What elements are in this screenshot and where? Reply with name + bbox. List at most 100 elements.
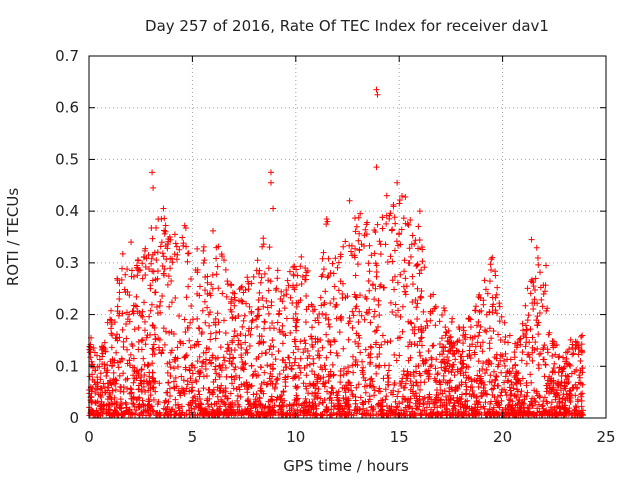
data-point (520, 404, 527, 411)
data-point (447, 396, 454, 403)
data-point (111, 380, 118, 387)
data-point (457, 368, 464, 375)
data-point (493, 373, 500, 380)
data-point (542, 288, 549, 295)
data-point (407, 378, 414, 385)
data-point (145, 410, 152, 417)
data-point (468, 375, 475, 382)
data-point (389, 226, 396, 233)
data-point (142, 264, 149, 271)
data-point (159, 263, 166, 270)
data-point (466, 347, 473, 354)
data-point (406, 339, 413, 346)
data-point (352, 293, 359, 300)
data-point (327, 300, 334, 307)
data-point (383, 220, 390, 227)
data-point (298, 281, 305, 288)
data-point (576, 379, 583, 386)
data-point (393, 411, 400, 418)
data-point (383, 212, 390, 219)
data-point (578, 333, 585, 340)
data-point (150, 377, 157, 384)
data-point (138, 366, 145, 373)
data-point (428, 354, 435, 361)
data-point (157, 298, 164, 305)
data-point (247, 331, 254, 338)
data-point (368, 344, 375, 351)
data-point (498, 386, 505, 393)
data-point (292, 373, 299, 380)
data-point (409, 411, 416, 418)
data-point (272, 356, 279, 363)
data-point (252, 396, 259, 403)
data-point (556, 353, 563, 360)
data-point (394, 279, 401, 286)
data-point (470, 391, 477, 398)
data-point (541, 394, 548, 401)
data-point (223, 408, 230, 415)
data-point (178, 373, 185, 380)
data-point (550, 379, 557, 386)
data-point (427, 308, 434, 315)
data-point (473, 395, 480, 402)
data-point (302, 264, 309, 271)
data-point (135, 324, 142, 331)
data-point (286, 411, 293, 418)
data-point (276, 310, 283, 317)
data-point (271, 325, 277, 332)
data-point (387, 299, 394, 306)
data-point (194, 412, 201, 419)
data-point (272, 380, 279, 387)
data-point (307, 411, 314, 418)
data-point (186, 367, 193, 374)
data-point (552, 393, 559, 400)
data-point (493, 373, 500, 380)
data-point (104, 362, 111, 369)
data-point (515, 377, 522, 384)
data-point (314, 390, 321, 397)
data-point (563, 391, 570, 398)
data-point (398, 382, 405, 389)
data-point (367, 376, 374, 383)
data-point (266, 346, 273, 353)
data-point (153, 257, 160, 264)
data-point (494, 411, 501, 418)
data-point (147, 392, 154, 399)
data-point (196, 353, 203, 360)
data-point (148, 255, 155, 262)
data-point (212, 321, 219, 328)
data-point (258, 364, 265, 371)
data-point (426, 391, 433, 398)
data-point (417, 352, 424, 359)
data-point (234, 392, 241, 399)
y-tick-label: 0.5 (55, 150, 79, 168)
data-point (528, 400, 535, 407)
data-point (460, 409, 467, 416)
data-point (287, 294, 294, 301)
data-point (168, 328, 175, 335)
x-tick-label: 5 (188, 428, 198, 446)
data-point (496, 401, 503, 408)
data-point (292, 323, 299, 330)
data-point (286, 268, 293, 275)
data-point (376, 312, 383, 319)
data-point (231, 302, 238, 309)
data-point (328, 399, 335, 406)
data-point (345, 404, 352, 411)
data-point (448, 343, 455, 350)
data-point (366, 242, 373, 249)
data-point (366, 287, 373, 294)
data-point (411, 393, 418, 400)
data-point (488, 335, 495, 342)
data-point (365, 277, 372, 284)
data-point (103, 369, 110, 376)
data-point (448, 364, 455, 371)
data-point (209, 391, 216, 398)
data-point (532, 286, 539, 293)
data-point (397, 313, 404, 320)
data-point (198, 363, 205, 370)
data-point (342, 382, 349, 389)
data-point (453, 412, 460, 419)
data-point (467, 384, 474, 391)
data-point (326, 339, 333, 346)
